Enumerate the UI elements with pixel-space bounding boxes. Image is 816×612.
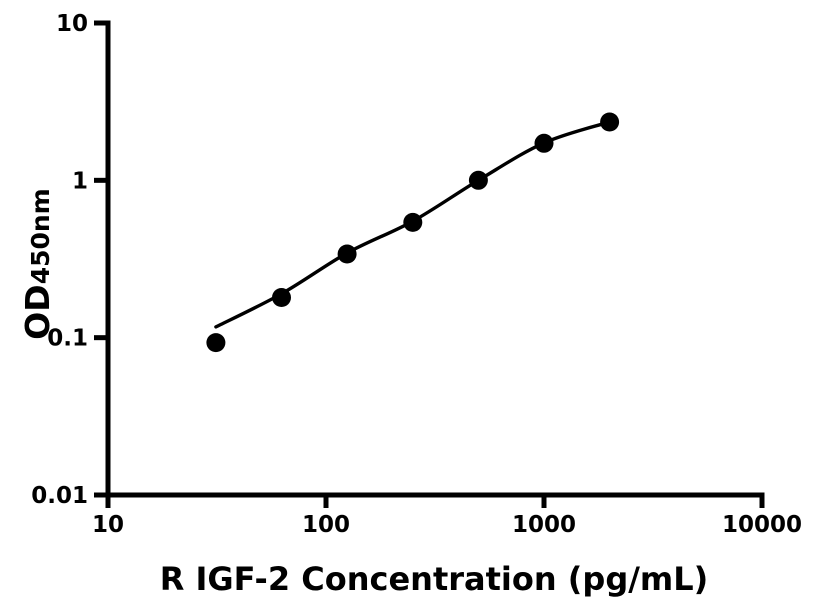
y-tick-label: 0.01: [31, 483, 88, 509]
x-tick-label: 1000: [512, 512, 576, 538]
data-points: [206, 112, 620, 353]
data-point: [403, 212, 423, 232]
x-tick-label: 10000: [722, 512, 802, 538]
y-axis-title-main: OD: [18, 284, 57, 339]
y-axis-title-subscript: 450nm: [26, 188, 55, 284]
y-tick-label: 0.1: [47, 326, 88, 352]
axes: [94, 20, 765, 508]
y-tick-label: 1: [72, 168, 88, 194]
x-axis-title: R IGF-2 Concentration (pg/mL): [160, 560, 709, 598]
data-point: [600, 112, 620, 132]
data-point: [206, 333, 226, 353]
tick-labels: 0.01 0.1 1 10 10 100 1000 10000: [31, 11, 802, 538]
y-axis-title: OD450nm: [18, 188, 57, 340]
data-point: [337, 244, 357, 264]
data-point: [534, 133, 554, 153]
x-tick-label: 10: [92, 512, 124, 538]
data-point: [272, 288, 291, 307]
x-tick-label: 100: [302, 512, 350, 538]
axis-ticks: [94, 20, 765, 508]
data-point: [468, 170, 488, 190]
y-tick-label: 10: [56, 11, 88, 37]
